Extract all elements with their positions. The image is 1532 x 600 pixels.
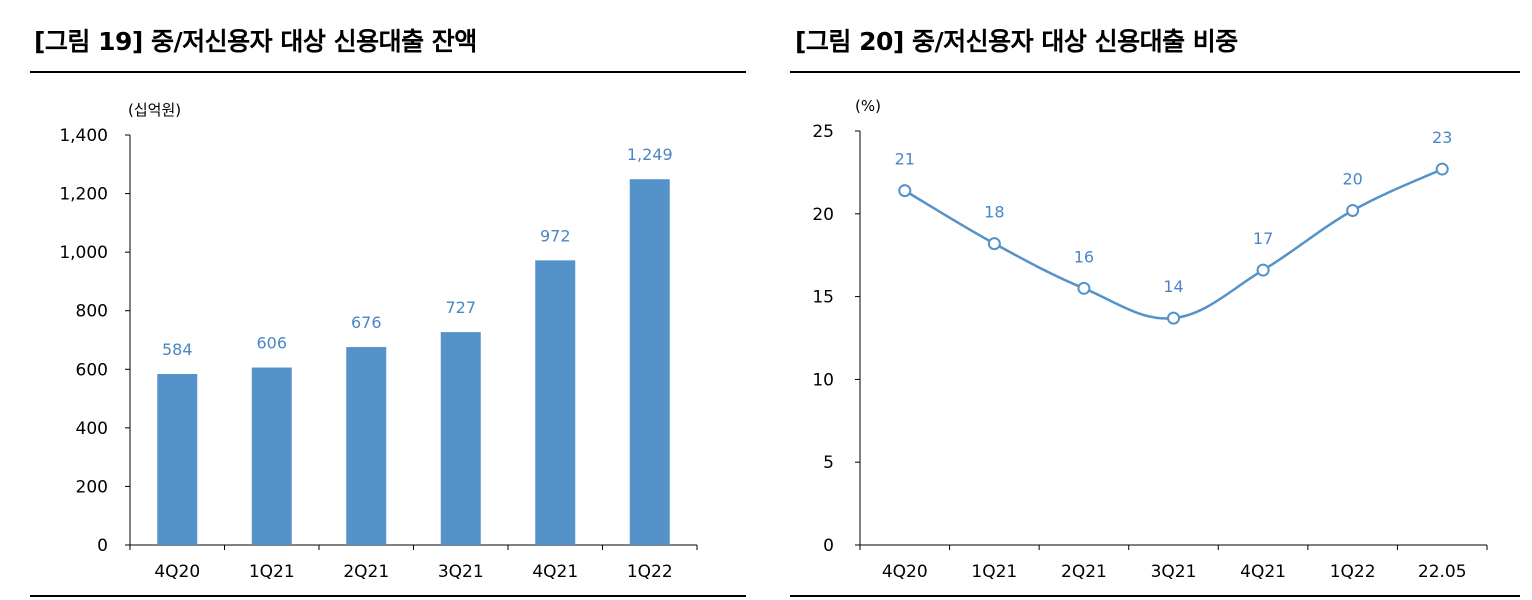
y-tick-label: 10 — [812, 370, 834, 390]
y-tick-label: 20 — [812, 205, 834, 225]
y-axis-unit-label: (십억원) — [128, 101, 181, 119]
point-data-label: 20 — [1342, 169, 1362, 188]
x-tick-label: 22.05 — [1418, 562, 1467, 582]
x-tick-label: 2Q21 — [343, 562, 389, 582]
y-tick-label: 0 — [823, 536, 834, 556]
y-tick-label: 600 — [76, 360, 108, 380]
figure-20-panel: [그림 20] 중/저신용자 대상 신용대출 비중 (%) 0 5 10 15 20 25 2… — [780, 0, 1532, 600]
figure-20-line-chart: (%) 0 5 10 15 20 25 21 4Q20 18 1Q21 16 2Q21 14 3Q21 17 4… — [812, 97, 1488, 582]
x-tick-label: 3Q21 — [1151, 562, 1197, 582]
bar-data-label: 727 — [445, 298, 476, 317]
line-point-marker — [1435, 162, 1449, 176]
figure-19-top-rule — [30, 71, 746, 73]
bar — [251, 367, 292, 545]
y-tick-label: 1,200 — [59, 185, 108, 205]
y-tick-label: 1,400 — [59, 126, 108, 146]
bar — [157, 373, 198, 545]
figure-19-title: [그림 19] 중/저신용자 대상 신용대출 잔액 — [34, 27, 477, 56]
point-data-label: 23 — [1432, 128, 1452, 147]
bar — [629, 179, 670, 545]
bar-data-label: 606 — [256, 334, 287, 353]
y-tick-label: 200 — [76, 477, 108, 497]
x-tick-label: 1Q22 — [1330, 562, 1376, 582]
bar-data-label: 676 — [351, 313, 382, 332]
y-tick-label: 15 — [812, 288, 834, 308]
bar-data-label: 584 — [162, 340, 193, 359]
line-point-marker — [1256, 263, 1270, 277]
x-tick-label: 4Q21 — [1240, 562, 1286, 582]
line-point-marker — [1077, 281, 1091, 295]
y-tick-label: 5 — [823, 453, 834, 473]
point-data-label: 16 — [1074, 247, 1094, 266]
y-axis-unit-label: (%) — [855, 97, 881, 115]
bar — [440, 332, 481, 545]
figure-20-bottom-rule — [790, 595, 1520, 597]
line-point-marker — [1167, 311, 1180, 325]
x-tick-label: 3Q21 — [438, 562, 484, 582]
y-tick-label: 1,000 — [59, 243, 108, 263]
bar — [346, 347, 387, 545]
point-data-label: 18 — [984, 203, 1004, 222]
x-tick-label: 4Q20 — [882, 562, 928, 582]
x-tick-label: 4Q21 — [532, 562, 578, 582]
bar — [535, 260, 576, 545]
bar-data-label: 972 — [540, 226, 571, 245]
x-tick-label: 4Q20 — [154, 562, 200, 582]
y-tick-label: 0 — [97, 536, 108, 556]
figure-19-bottom-rule — [30, 595, 746, 597]
figure-20-top-rule — [790, 71, 1520, 73]
point-data-label: 21 — [895, 150, 915, 169]
figure-20-title: [그림 20] 중/저신용자 대상 신용대출 비중 — [795, 27, 1238, 56]
point-data-label: 17 — [1253, 229, 1273, 248]
x-tick-label: 1Q21 — [249, 562, 295, 582]
line-point-marker — [1346, 203, 1360, 217]
line-point-marker — [898, 184, 912, 198]
x-tick-label: 1Q21 — [971, 562, 1017, 582]
y-tick-label: 400 — [76, 419, 108, 439]
line-point-marker — [987, 237, 1001, 251]
point-data-label: 14 — [1163, 277, 1183, 296]
bar-data-label: 1,249 — [627, 145, 673, 164]
figure-19-bar-chart: (십억원) 0 200 400 600 800 1,000 1,200 1,400 584 4Q20… — [59, 101, 698, 582]
y-tick-label: 800 — [76, 302, 108, 322]
y-tick-label: 25 — [812, 122, 834, 142]
figure-19-panel: [그림 19] 중/저신용자 대상 신용대출 잔액 (십억원) 0 200 400 60… — [0, 0, 760, 600]
x-tick-label: 1Q22 — [627, 562, 673, 582]
x-tick-label: 2Q21 — [1061, 562, 1107, 582]
